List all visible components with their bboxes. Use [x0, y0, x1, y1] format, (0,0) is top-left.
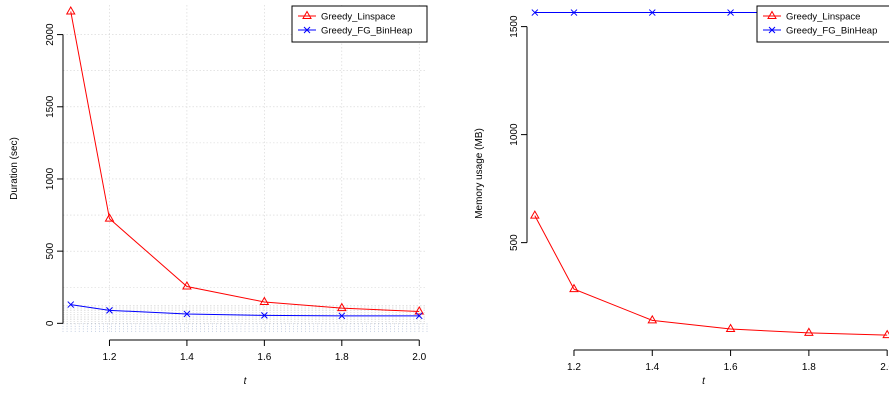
y-tick-label: 1000 — [45, 167, 56, 190]
legend-marker-triangle — [302, 10, 312, 19]
y-axis-title: Duration (sec) — [9, 137, 20, 200]
x-tick-label: 1.6 — [257, 352, 271, 363]
x-tick-label: 2.0 — [412, 352, 426, 363]
series-line — [534, 215, 888, 336]
y-tick-label: 2000 — [45, 23, 56, 46]
data-point-cross — [106, 306, 113, 314]
x-tick-label: 1.4 — [645, 362, 659, 373]
data-point-cross — [261, 312, 268, 319]
x-axis-title: t — [702, 376, 706, 387]
data-point-triangle — [414, 305, 425, 315]
legend: Greedy_Linspace Greedy_FG_BinHeap — [756, 5, 889, 43]
data-point-triangle — [882, 329, 889, 339]
legend-label: Greedy_Linspace — [786, 12, 860, 23]
legend: Greedy_Linspace Greedy_FG_BinHeap — [291, 5, 428, 43]
series-greedy-linspace — [65, 5, 425, 315]
y-tick-label: 500 — [45, 242, 56, 259]
duration-chart: 0 500 1000 1500 2000 1.2 1.4 1.6 1.8 2.0 t Duration… — [9, 5, 428, 387]
legend-label: Greedy_FG_BinHeap — [786, 26, 877, 37]
legend-marker-cross — [768, 26, 776, 34]
data-point-cross — [570, 9, 578, 16]
y-tick-label: 500 — [509, 234, 520, 251]
data-point-cross — [727, 9, 734, 16]
data-point-triangle — [725, 323, 736, 333]
series-greedy-linspace — [529, 210, 889, 339]
data-point-triangle — [182, 281, 192, 290]
data-point-triangle — [65, 5, 76, 15]
data-point-cross — [531, 9, 539, 16]
x-tick-label: 1.4 — [180, 352, 194, 363]
data-point-triangle — [569, 283, 579, 293]
plot-area — [63, 5, 427, 332]
data-point-cross — [338, 312, 346, 320]
data-point-triangle — [259, 296, 270, 305]
data-point-triangle — [647, 314, 658, 324]
x-tick-label: 2.0 — [880, 362, 889, 373]
y-tick-label: 1500 — [509, 15, 520, 38]
data-point-cross — [183, 310, 191, 318]
y-tick-label: 1000 — [509, 123, 520, 146]
data-point-cross — [648, 9, 656, 16]
legend-box — [291, 5, 428, 43]
x-tick-label: 1.8 — [335, 352, 349, 363]
memory-chart: 500 1000 1500 1.2 1.4 1.6 1.8 2.0 t Memory usage … — [474, 5, 889, 387]
x-tick-label: 1.8 — [802, 362, 816, 373]
legend-marker-cross — [303, 26, 311, 34]
data-point-cross — [415, 312, 423, 320]
legend-label: Greedy_Linspace — [321, 12, 395, 23]
data-point-triangle — [336, 302, 347, 312]
y-axis-title: Memory usage (MB) — [474, 128, 485, 219]
data-point-triangle — [104, 213, 115, 222]
legend-marker-triangle — [767, 10, 777, 19]
x-axis-title: t — [244, 376, 248, 387]
series-line — [70, 304, 420, 317]
x-tick-label: 1.2 — [103, 352, 117, 363]
legend-label: Greedy_FG_BinHeap — [321, 26, 412, 37]
grid — [62, 5, 428, 332]
x-tick-label: 1.6 — [724, 362, 738, 373]
series-greedy-fg-binheap — [67, 301, 423, 320]
data-point-triangle — [529, 210, 540, 219]
y-tick-label: 0 — [45, 320, 56, 326]
data-point-cross — [67, 301, 75, 308]
plot-area — [527, 5, 889, 342]
legend-box — [756, 5, 889, 43]
data-point-triangle — [804, 327, 814, 336]
x-tick-label: 1.2 — [567, 362, 581, 373]
y-tick-label: 1500 — [45, 95, 56, 118]
series-line — [70, 11, 420, 312]
